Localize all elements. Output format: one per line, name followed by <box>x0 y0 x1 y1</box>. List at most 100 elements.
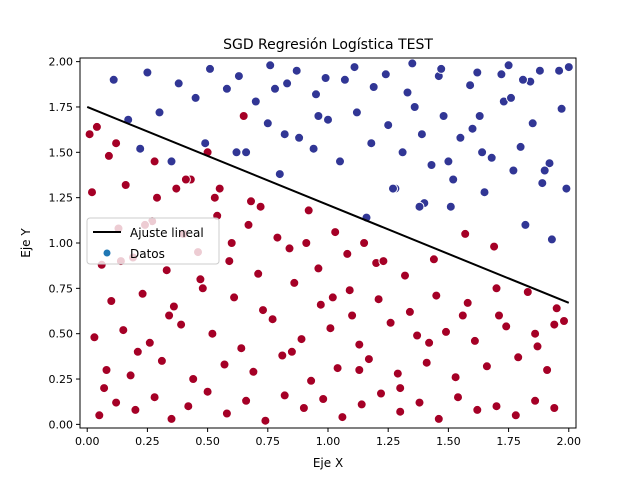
data-point <box>258 305 268 316</box>
data-point <box>180 174 191 185</box>
data-point <box>144 337 155 348</box>
data-point <box>392 368 403 379</box>
data-point <box>94 410 105 421</box>
data-point <box>469 335 480 346</box>
legend-label-fit: Ajuste lineal <box>130 226 204 240</box>
legend-dot-swatch <box>102 248 112 258</box>
data-point <box>534 65 545 76</box>
data-point <box>544 158 555 169</box>
data-point <box>108 74 119 85</box>
data-point <box>320 73 331 83</box>
data-point <box>518 74 528 85</box>
data-point <box>445 201 456 212</box>
data-point <box>282 78 293 89</box>
data-point <box>339 74 350 85</box>
data-point <box>520 219 531 230</box>
x-tick-label: 0.00 <box>75 435 100 448</box>
data-point <box>135 143 146 154</box>
data-point <box>325 323 336 334</box>
data-point <box>539 165 550 176</box>
data-point <box>537 178 548 189</box>
y-tick-label: 1.25 <box>49 192 74 205</box>
data-point <box>238 111 249 121</box>
data-point <box>477 147 488 158</box>
data-point <box>428 254 439 265</box>
data-point <box>195 274 206 285</box>
data-point <box>106 296 117 306</box>
data-point <box>120 180 131 190</box>
data-point <box>137 288 148 299</box>
y-tick-label: 1.75 <box>49 101 74 114</box>
y-axis-label: Eje Y <box>19 228 33 258</box>
data-point <box>349 62 360 73</box>
data-point <box>354 339 365 350</box>
data-point <box>270 83 280 94</box>
data-point <box>274 169 285 180</box>
data-point <box>376 388 386 399</box>
data-point <box>421 357 432 368</box>
data-point <box>385 317 396 328</box>
data-point <box>250 96 261 107</box>
data-point <box>441 326 451 337</box>
x-tick-label: 0.25 <box>135 435 160 448</box>
x-tick-label: 1.00 <box>316 435 341 448</box>
data-point <box>260 415 271 426</box>
data-point <box>342 248 353 259</box>
data-point <box>205 63 215 74</box>
fit-line-group <box>86 106 570 304</box>
x-axis-ticks: 0.00 0.25 0.50 0.75 1.00 1.25 1.50 1.75 2.00 <box>75 428 581 448</box>
data-point <box>356 399 367 410</box>
data-point <box>363 354 374 365</box>
data-point <box>330 227 341 238</box>
y-tick-label: 2.00 <box>49 56 74 69</box>
data-point <box>556 103 567 114</box>
data-point <box>388 183 398 194</box>
data-point <box>279 129 290 140</box>
data-point <box>298 403 309 413</box>
data-point <box>168 301 179 312</box>
data-point <box>291 65 302 76</box>
data-point <box>397 147 408 158</box>
data-point <box>176 319 187 330</box>
data-point <box>443 156 454 167</box>
data-point <box>472 67 483 78</box>
data-point <box>246 196 256 207</box>
data-point <box>323 114 333 125</box>
data-point <box>383 120 394 131</box>
x-tick-label: 0.50 <box>195 435 220 448</box>
data-point <box>479 187 490 198</box>
data-point <box>494 310 504 321</box>
data-point <box>87 187 97 198</box>
x-tick-label: 0.75 <box>256 435 281 448</box>
data-point <box>546 234 557 245</box>
data-point <box>515 141 526 152</box>
y-tick-label: 1.50 <box>49 146 74 159</box>
data-point <box>424 337 435 348</box>
data-point <box>414 397 425 408</box>
data-point <box>130 404 141 415</box>
data-point <box>402 87 413 98</box>
data-point <box>465 80 476 91</box>
data-point <box>301 238 312 248</box>
data-point <box>183 401 194 412</box>
data-point <box>166 156 177 167</box>
data-point <box>513 352 524 363</box>
x-tick-label: 1.25 <box>376 435 401 448</box>
data-point <box>226 238 237 248</box>
data-point <box>286 346 297 357</box>
data-point <box>306 375 317 386</box>
data-point <box>154 107 165 118</box>
data-point <box>89 332 100 343</box>
data-point <box>209 192 220 203</box>
data-point <box>171 183 182 194</box>
data-point <box>453 392 463 403</box>
data-point <box>460 228 471 239</box>
data-point <box>368 82 379 92</box>
data-point <box>253 268 264 279</box>
data-point <box>472 404 483 415</box>
data-point <box>481 361 492 372</box>
data-point <box>267 314 278 325</box>
data-point <box>561 183 572 194</box>
data-point <box>202 386 213 397</box>
data-point <box>103 150 114 161</box>
